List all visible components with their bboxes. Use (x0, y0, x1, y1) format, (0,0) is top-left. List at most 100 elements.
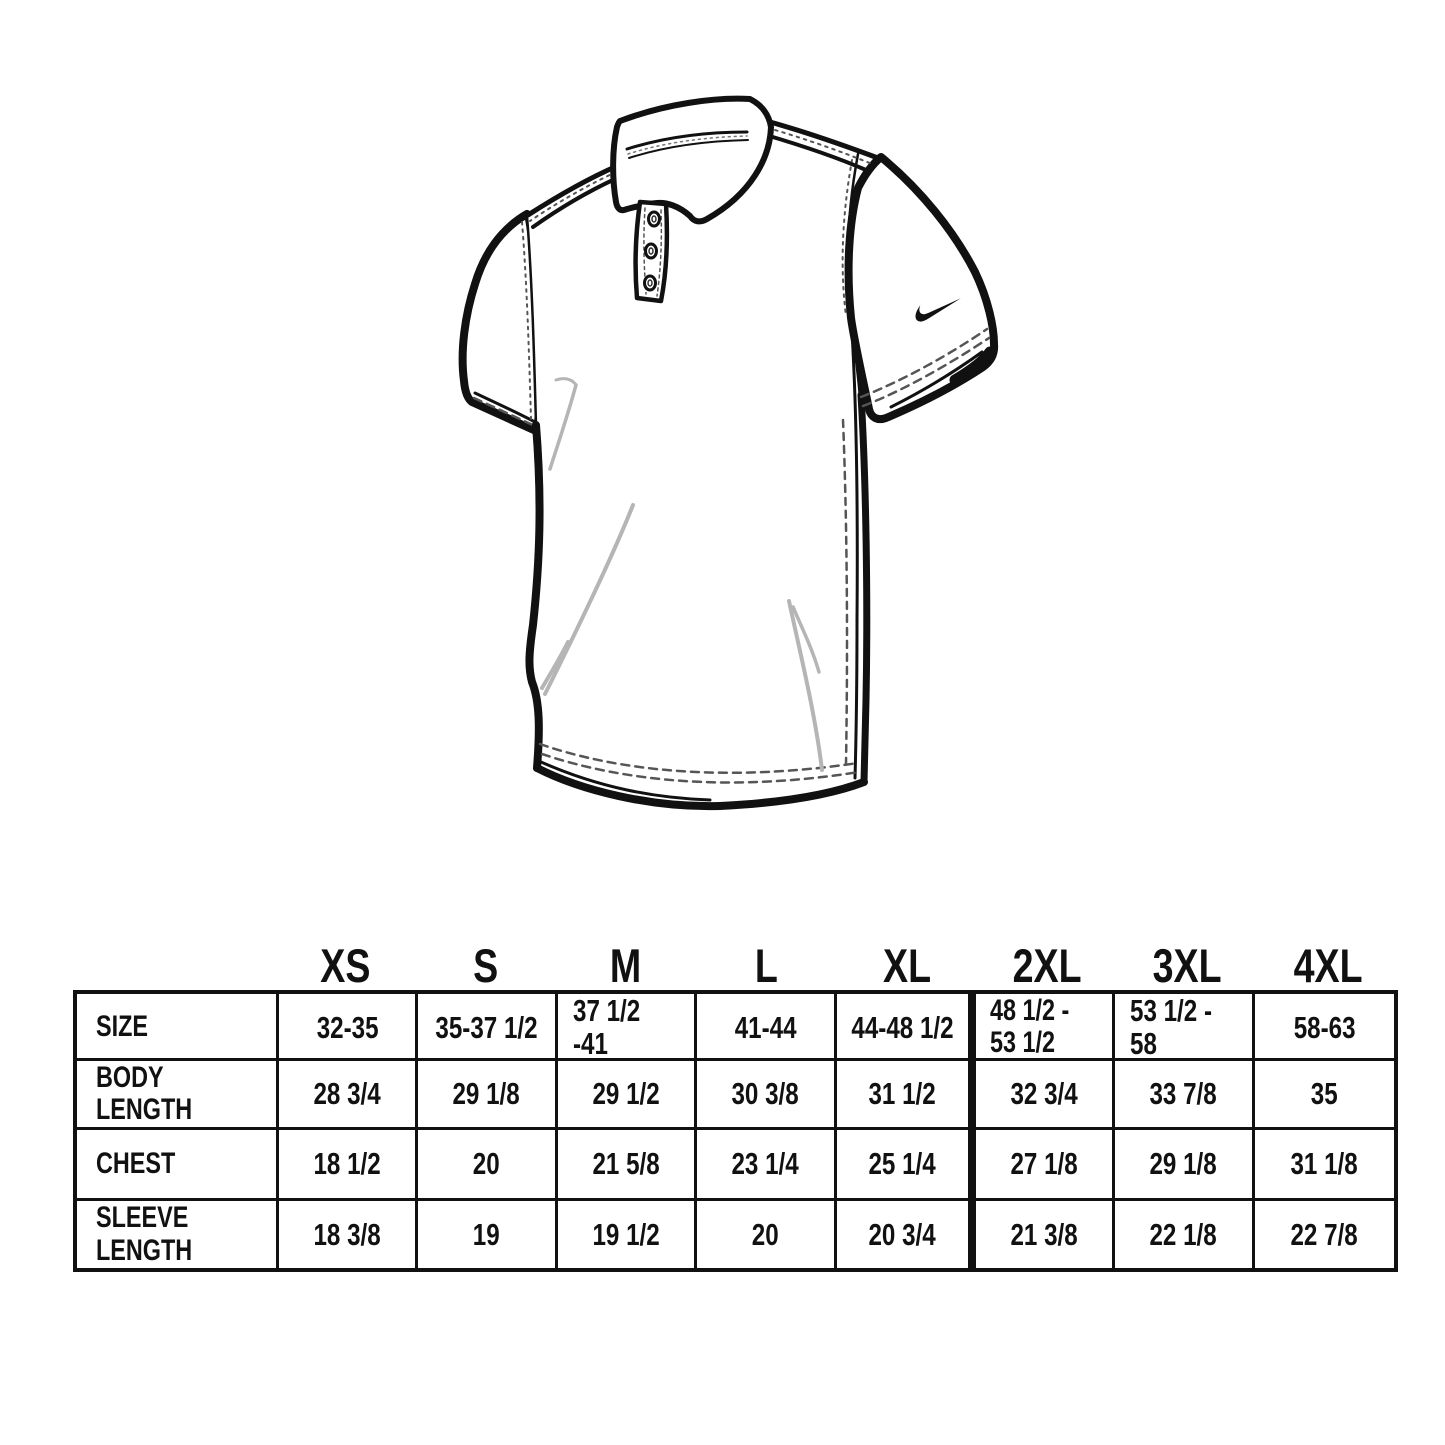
cell-value: 25 1/4 (868, 1146, 936, 1182)
column-header-l: L (696, 942, 836, 994)
column-header-label: M (610, 939, 642, 992)
column-header-label: S (473, 939, 499, 992)
nike-swoosh-icon (915, 298, 961, 322)
table-cell: 33 7/8 (1115, 1061, 1255, 1127)
column-header-s: S (415, 942, 555, 994)
cell-value: 33 7/8 (1149, 1076, 1218, 1112)
button (647, 210, 661, 228)
button (644, 242, 658, 260)
cell-value: 32-35 (316, 1009, 379, 1045)
cell-value: 19 1/2 (592, 1216, 660, 1252)
table-cell: 35 (1255, 1061, 1394, 1127)
button (643, 274, 657, 292)
table-cell: 28 3/4 (279, 1061, 419, 1127)
table-cell: 18 1/2 (279, 1130, 419, 1198)
cell-value: 31 1/8 (1290, 1146, 1358, 1182)
table-cell: 37 1/2 -41 (558, 993, 698, 1062)
table-cell: 22 1/8 (1115, 1201, 1255, 1268)
row-label: SLEEVE LENGTH (77, 1201, 279, 1268)
column-header-label: 2XL (1012, 939, 1082, 992)
side-stitch (841, 418, 849, 766)
table-cell: 30 3/8 (697, 1061, 837, 1127)
column-header-3xl: 3XL (1117, 942, 1257, 994)
column-header-4xl: 4XL (1258, 942, 1398, 994)
table-cell: 19 (418, 1201, 558, 1268)
table-cell: 35-37 1/2 (418, 994, 558, 1061)
right-sleeve (841, 152, 999, 424)
column-header-2xl: 2XL (977, 942, 1117, 994)
table-row-size: SIZE 32-35 35-37 1/2 37 1/2 -41 41-44 44… (77, 994, 1394, 1061)
column-header-label: XL (882, 939, 931, 992)
body-left-edge (525, 421, 544, 772)
column-header-xs: XS (275, 942, 415, 994)
cell-value: 31 1/2 (868, 1076, 936, 1112)
table-cell: 53 1/2 - 58 (1115, 993, 1255, 1062)
cell-value: 27 1/8 (1010, 1146, 1078, 1182)
table-cell: 32-35 (279, 994, 419, 1061)
cell-value: 29 1/8 (1149, 1146, 1218, 1182)
table-row-body-length: BODY LENGTH 28 3/4 29 1/8 29 1/2 30 3/8 … (77, 1061, 1394, 1130)
table-cell: 32 3/4 (976, 1061, 1116, 1127)
cell-value: 18 1/2 (313, 1146, 381, 1182)
table-cell: 22 7/8 (1255, 1201, 1394, 1268)
size-table: SIZE 32-35 35-37 1/2 37 1/2 -41 41-44 44… (73, 990, 1398, 1272)
cell-value: 23 1/4 (731, 1146, 799, 1182)
cell-value: 20 (473, 1146, 501, 1182)
table-cell: 44-48 1/2 (837, 994, 976, 1061)
cell-value: 37 1/2 -41 (572, 993, 640, 1062)
row-label-text: SLEEVE LENGTH (96, 1201, 193, 1267)
table-cell: 29 1/8 (1115, 1130, 1255, 1198)
cell-value: 44-48 1/2 (851, 1009, 954, 1045)
cell-value: 22 1/8 (1149, 1216, 1218, 1252)
row-label-text: BODY LENGTH (96, 1060, 193, 1126)
table-cell: 19 1/2 (558, 1201, 698, 1268)
table-cell: 29 1/2 (558, 1061, 698, 1127)
cell-value: 41-44 (734, 1009, 797, 1045)
column-header-row: XS S M L XL 2XL 3XL 4XL (73, 942, 1398, 990)
size-chart: XS S M L XL 2XL 3XL 4XL SIZE 32-35 35-37… (73, 942, 1398, 1272)
cell-value: 30 3/8 (731, 1076, 799, 1112)
hem-stitch-1 (538, 742, 860, 774)
column-header-label: 3XL (1152, 939, 1222, 992)
table-cell: 18 3/8 (279, 1201, 419, 1268)
collar (610, 95, 774, 225)
row-label: BODY LENGTH (77, 1061, 279, 1127)
row-label-text: SIZE (96, 1010, 149, 1044)
table-cell: 29 1/8 (418, 1061, 558, 1127)
cell-value: 35 (1310, 1076, 1338, 1112)
row-label: CHEST (77, 1130, 279, 1198)
side-panel-inner (850, 330, 859, 780)
cell-value: 20 (751, 1216, 779, 1252)
polo-shirt-illustration (458, 95, 999, 811)
table-cell: 23 1/4 (697, 1130, 837, 1198)
table-cell: 27 1/8 (976, 1130, 1116, 1198)
body-hem (533, 764, 868, 811)
cell-value: 22 7/8 (1290, 1216, 1358, 1252)
cell-value: 28 3/4 (313, 1076, 381, 1112)
cell-value: 21 5/8 (592, 1146, 660, 1182)
table-cell: 21 5/8 (558, 1130, 698, 1198)
table-row-sleeve-length: SLEEVE LENGTH 18 3/8 19 19 1/2 20 20 3/4… (77, 1201, 1394, 1268)
armhole-right (846, 152, 860, 320)
column-header-label: 4XL (1293, 939, 1363, 992)
table-cell: 58-63 (1255, 994, 1394, 1060)
column-header-xl: XL (837, 942, 977, 994)
cell-value: 53 1/2 - 58 (1130, 993, 1213, 1062)
side-panel-outer (857, 391, 871, 786)
table-cell: 21 3/8 (976, 1201, 1116, 1268)
armhole-left (525, 214, 538, 427)
cell-value: 29 1/2 (592, 1076, 660, 1112)
cell-value: 20 3/4 (868, 1216, 936, 1252)
row-label: SIZE (77, 994, 279, 1061)
fabric-creases (540, 377, 824, 772)
table-cell: 25 1/4 (837, 1130, 976, 1198)
torso (521, 120, 871, 811)
table-cell: 20 3/4 (837, 1201, 976, 1268)
cell-value: 32 3/4 (1010, 1076, 1078, 1112)
column-header-m: M (556, 942, 696, 994)
placket (633, 199, 670, 304)
hem-inner (539, 760, 712, 802)
row-label-text: CHEST (96, 1146, 176, 1180)
cell-value: 21 3/8 (1010, 1216, 1078, 1252)
